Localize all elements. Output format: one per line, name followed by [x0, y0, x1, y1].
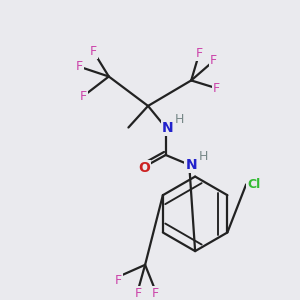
- Text: F: F: [210, 54, 217, 67]
- Text: F: F: [89, 44, 97, 58]
- Text: O: O: [138, 161, 150, 175]
- Text: F: F: [135, 287, 142, 300]
- Text: F: F: [80, 90, 87, 103]
- Text: H: H: [175, 113, 184, 126]
- Text: F: F: [76, 60, 83, 73]
- Text: H: H: [198, 150, 208, 164]
- Text: F: F: [151, 287, 158, 300]
- Text: F: F: [196, 47, 202, 60]
- Text: Cl: Cl: [248, 178, 261, 191]
- Text: F: F: [213, 82, 220, 95]
- Text: F: F: [115, 274, 122, 287]
- Text: N: N: [185, 158, 197, 172]
- Text: N: N: [162, 121, 173, 134]
